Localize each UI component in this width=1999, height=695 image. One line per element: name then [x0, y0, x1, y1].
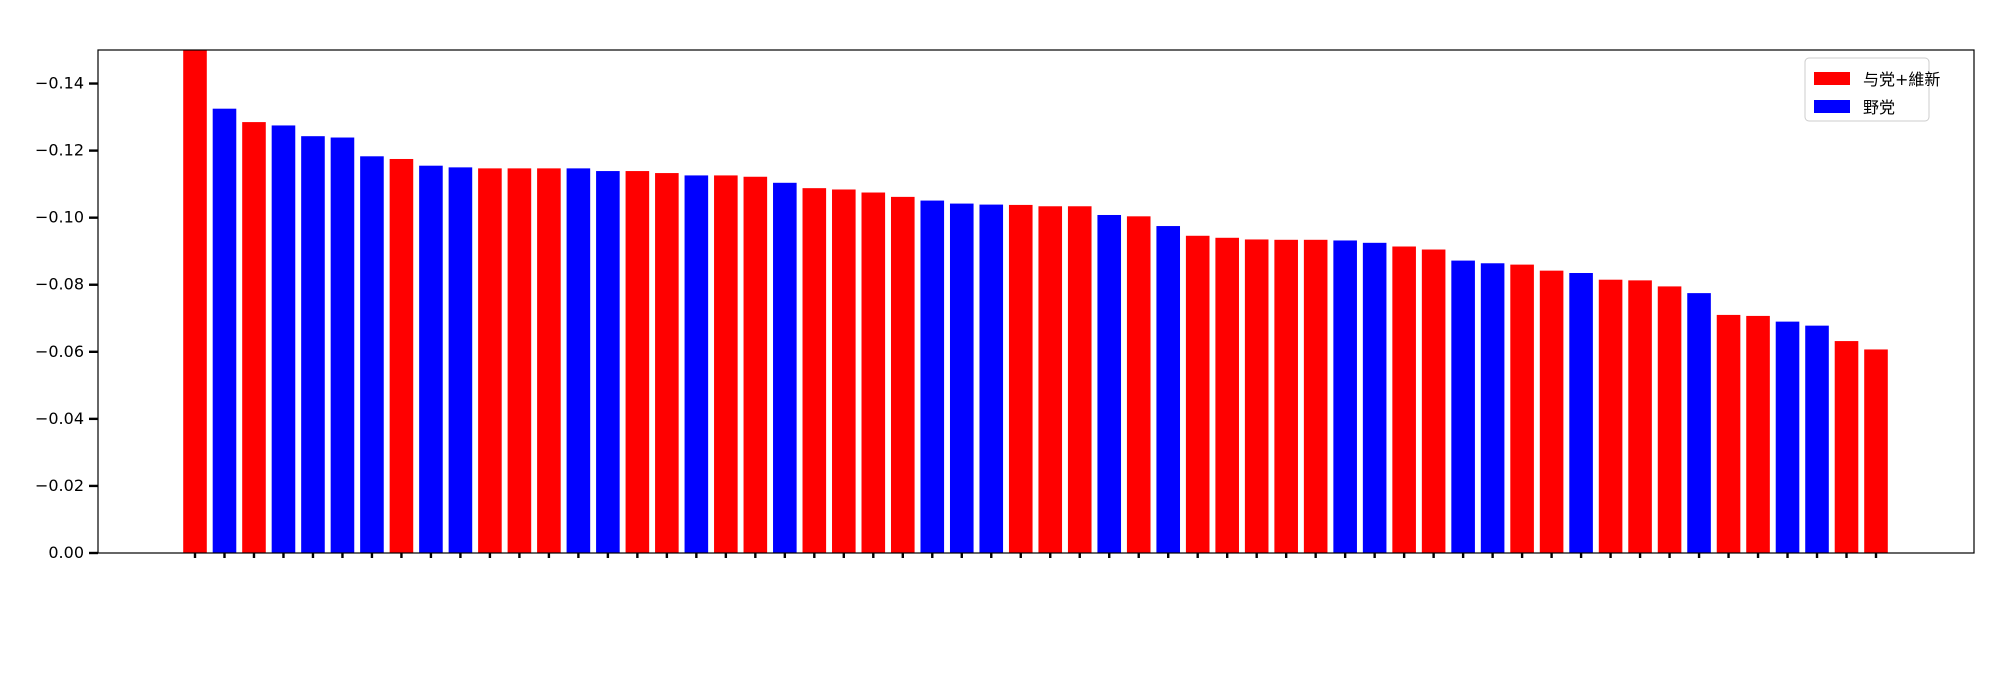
bar — [1569, 272, 1593, 553]
bar — [1333, 240, 1357, 553]
y-tick-label: −0.14 — [35, 74, 84, 93]
bar — [183, 50, 207, 553]
bar — [537, 168, 561, 553]
bar — [448, 167, 473, 553]
y-tick-label: −0.10 — [35, 208, 84, 227]
bar — [478, 168, 502, 553]
bar — [773, 182, 797, 554]
plot-frame — [97, 49, 1975, 554]
bar — [979, 204, 1004, 553]
bar — [1746, 315, 1770, 553]
bar — [1864, 349, 1888, 553]
bar — [655, 173, 679, 554]
bars-layer — [183, 50, 1888, 554]
legend-swatch — [1814, 100, 1850, 113]
bar — [419, 165, 443, 553]
legend-label: 与党+維新 — [1863, 70, 1940, 89]
bar — [596, 171, 620, 553]
bar — [1244, 239, 1269, 554]
bar — [1775, 321, 1800, 553]
bar — [360, 156, 384, 553]
bar — [1067, 206, 1092, 554]
bar — [1421, 249, 1446, 554]
bar — [330, 137, 355, 553]
legend-swatch — [1814, 72, 1850, 85]
bar — [1185, 235, 1210, 554]
bar — [212, 108, 237, 553]
bar — [1687, 293, 1711, 553]
bar — [1215, 237, 1239, 553]
y-ticks: 0.00 −0.02 −0.04 −0.06 −0.08 −0.10 −0.12 −0.14 — [35, 74, 98, 562]
bar — [1126, 216, 1151, 554]
bar — [1362, 242, 1387, 554]
bar — [1598, 279, 1623, 553]
bar — [625, 171, 650, 553]
bar — [1834, 341, 1859, 553]
bar — [566, 168, 591, 553]
bar — [861, 192, 886, 553]
bar — [1392, 246, 1416, 553]
bar — [1097, 214, 1122, 553]
bar — [890, 196, 915, 553]
bar — [271, 125, 296, 553]
bar — [684, 175, 709, 553]
bar — [389, 158, 414, 553]
bar — [1628, 280, 1652, 553]
bar — [714, 175, 738, 553]
bar — [1539, 270, 1564, 553]
y-tick-label: −0.06 — [35, 342, 84, 361]
y-tick-label: 0.00 — [48, 543, 84, 562]
y-tick-label: −0.04 — [35, 409, 84, 428]
y-tick-label: −0.12 — [35, 141, 84, 160]
bar — [1274, 239, 1298, 554]
y-tick-label: −0.02 — [35, 476, 84, 495]
bar — [1303, 239, 1328, 554]
bar — [949, 203, 974, 553]
legend-label: 野党 — [1863, 98, 1895, 117]
bar — [1038, 206, 1063, 554]
bar — [1510, 264, 1534, 553]
bar — [301, 136, 325, 553]
y-tick-label: −0.08 — [35, 275, 84, 294]
bar — [1451, 260, 1475, 553]
bar — [1156, 226, 1181, 554]
bar — [1480, 263, 1505, 553]
bar — [242, 122, 266, 553]
bar — [1657, 286, 1682, 553]
bar — [1008, 204, 1033, 553]
bar — [802, 188, 827, 553]
bar — [1716, 314, 1741, 553]
bar — [743, 176, 768, 554]
x-ticks — [193, 553, 1878, 558]
bar — [920, 200, 945, 553]
bar — [832, 189, 856, 554]
bar — [1805, 325, 1829, 553]
bar — [507, 168, 532, 553]
